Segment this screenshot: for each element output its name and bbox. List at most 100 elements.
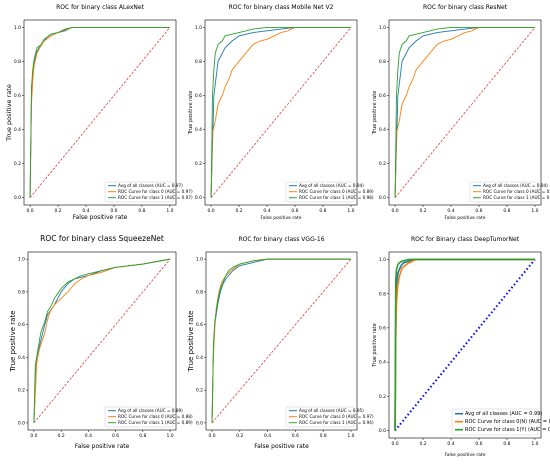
legend-entry: Avg of all classes (AUC = 0.95)	[299, 408, 364, 413]
x-tick-label: 0.8	[503, 208, 510, 214]
chart-title: ROC for binary class ResNet	[423, 4, 508, 11]
legend-entry: Avg of all classes (AUC = 0.89)	[118, 408, 183, 413]
y-tick-label: 1.0	[379, 257, 386, 263]
y-tick-label: 0.0	[195, 195, 202, 201]
y-tick-label: 0.2	[379, 161, 386, 167]
x-tick-label: 1.0	[531, 208, 538, 214]
roc-curve-series-2	[394, 258, 535, 431]
x-tick-label: 0.0	[207, 208, 214, 214]
roc-panel-5: ROC for binary class VGG-16 0.0 0.0 0.2 0.2 0…	[187, 236, 374, 450]
roc-curve-series-0	[210, 26, 351, 198]
legend-entry: ROC Curve for class 0 (AUC = 0.97)	[299, 414, 374, 419]
y-tick-label: 0.6	[18, 322, 25, 328]
x-tick-label: 1.0	[166, 433, 173, 439]
x-axis-label: False positive rate	[75, 443, 130, 450]
x-tick-label: 0.6	[292, 433, 299, 439]
diagonal-reference-line	[394, 258, 536, 432]
y-tick-label: 0.2	[196, 388, 203, 394]
y-tick-label: 0.2	[379, 394, 386, 400]
legend-box	[469, 181, 539, 203]
x-tick-label: 0.4	[447, 208, 454, 214]
x-tick-label: 0.0	[30, 433, 37, 439]
y-tick-label: 0.4	[14, 127, 21, 133]
x-tick-label: 0.0	[26, 208, 33, 214]
x-tick-label: 1.0	[347, 208, 354, 214]
y-axis-label: True positive rate	[372, 323, 378, 368]
y-tick-label: 0.2	[18, 388, 25, 394]
plot-frame	[205, 251, 358, 431]
legend: Avg of all classes (AUC = 0.94)ROC Curve…	[285, 181, 374, 203]
legend-box	[285, 406, 355, 428]
y-tick-label: 1.0	[196, 257, 203, 263]
y-tick-label: 0.8	[196, 289, 203, 295]
x-axis-label: False positive rate	[73, 214, 128, 221]
y-tick-label: 0.6	[379, 325, 386, 331]
legend: Avg of all classes (AUC = 0.97)ROC Curve…	[104, 181, 193, 203]
x-tick-label: 0.4	[264, 433, 271, 439]
y-tick-label: 1.0	[14, 25, 21, 31]
chart-title: ROC for binary class Mobile Net V2	[229, 4, 334, 11]
y-tick-label: 0.4	[196, 355, 203, 361]
x-tick-label: 0.4	[263, 208, 270, 214]
chart-title: ROC for Binary class DeepTumorNet	[411, 236, 520, 243]
legend-box	[104, 406, 174, 428]
y-axis-label: True positive rate	[9, 311, 17, 373]
legend-entry: Avg of all classes (AUC = 0.99)	[465, 411, 542, 417]
legend-entry: ROC Curve for class 1 (AUC = 0.97)	[118, 195, 193, 200]
legend-entry: ROC Curve for class 1 (AUC = 0.89)	[118, 420, 193, 425]
roc-curve-series-2	[210, 26, 351, 198]
y-tick-label: 0.6	[14, 93, 21, 99]
legend-box	[104, 181, 174, 203]
chart-title: ROC for binary class VGG-16	[238, 236, 324, 243]
roc-curve-series-0	[394, 26, 535, 198]
legend: Avg of all classes (AUC = 0.99) ROC Curve…	[451, 408, 550, 436]
legend-entry: ROC Curve for class 0 (AUC = 0.89)	[483, 189, 550, 194]
legend: Avg of all classes (AUC = 0.94)ROC Curve…	[469, 181, 550, 203]
x-tick-label: 0.0	[391, 441, 398, 447]
legend-entry: ROC Curve for class 0 (AUC = 0.88)	[118, 414, 193, 419]
y-tick-label: 0.4	[379, 127, 386, 133]
x-axis-label: False positive rate	[261, 215, 302, 221]
x-tick-label: 0.4	[447, 441, 454, 447]
y-tick-label: 0.0	[14, 195, 21, 201]
x-tick-label: 0.2	[419, 441, 426, 447]
legend: Avg of all classes (AUC = 0.89)ROC Curve…	[104, 406, 193, 428]
diagonal-reference-line	[33, 258, 171, 424]
roc-panel-2: ROC for binary class Mobile Net V2 0.0 0.0…	[188, 4, 374, 221]
x-tick-label: 0.8	[320, 433, 327, 439]
x-axis-label: False positive rate	[445, 452, 486, 458]
plot-frame	[388, 19, 542, 206]
y-tick-label: 0.8	[14, 59, 21, 65]
legend-entry: ROC Curve for class 0 (AUC = 0.89)	[299, 189, 374, 194]
x-tick-label: 0.6	[110, 208, 117, 214]
diagonal-reference-line	[29, 27, 171, 198]
plot-frame	[23, 19, 177, 206]
y-tick-label: 0.2	[14, 161, 21, 167]
y-tick-label: 1.0	[18, 257, 25, 263]
x-tick-label: 1.0	[347, 433, 354, 439]
roc-curve-series-2	[394, 26, 535, 198]
x-tick-label: 1.0	[166, 208, 173, 214]
plot-frame	[204, 19, 358, 206]
x-tick-label: 0.6	[291, 208, 298, 214]
y-tick-label: 0.8	[379, 291, 386, 297]
x-tick-label: 0.8	[503, 441, 510, 447]
y-tick-label: 0.6	[196, 322, 203, 328]
chart-title: ROC for binary class ALexNet	[56, 4, 144, 11]
y-axis-label: True positive rate	[5, 84, 13, 142]
legend-entry: ROC Curve for class 1 (AUC = 0.98)	[299, 195, 374, 200]
legend: Avg of all classes (AUC = 0.95)ROC Curve…	[285, 406, 374, 428]
legend-entry: ROC Curve for class 1 (AUC = 0.94)	[299, 420, 374, 425]
legend-entry: ROC Curve for class 0 (AUC = 0.97)	[118, 189, 193, 194]
roc-curve-series-1	[394, 26, 535, 198]
y-tick-label: 1.0	[379, 25, 386, 31]
y-tick-label: 0.0	[379, 195, 386, 201]
y-tick-label: 0.0	[196, 420, 203, 426]
x-tick-label: 0.2	[236, 433, 243, 439]
y-tick-label: 0.8	[18, 289, 25, 295]
legend-entry: Avg of all classes (AUC = 0.94)	[299, 183, 364, 188]
x-tick-label: 0.2	[58, 433, 65, 439]
x-tick-label: 0.2	[419, 208, 426, 214]
legend-entry: Avg of all classes (AUC = 0.94)	[483, 183, 548, 188]
x-axis-label: False positive rate	[254, 443, 309, 450]
